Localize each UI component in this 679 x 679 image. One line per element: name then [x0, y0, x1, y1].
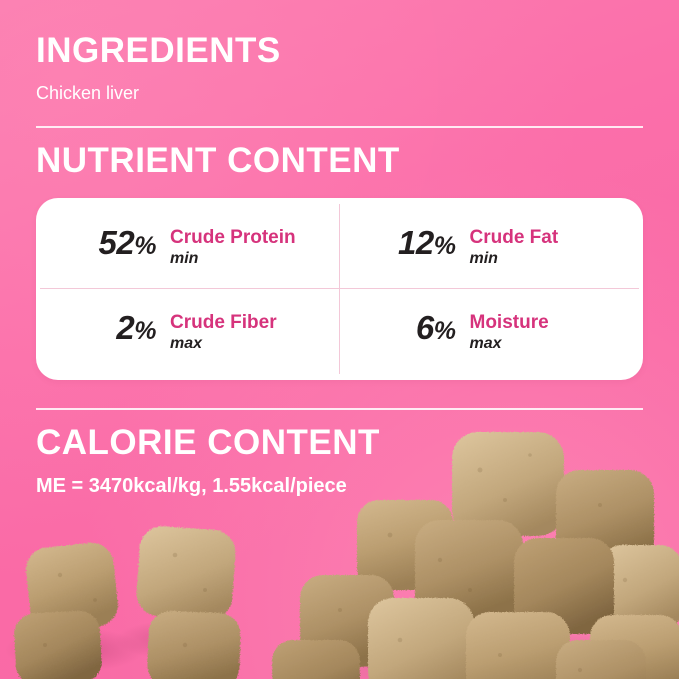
nutrient-value-moisture: 6% [360, 311, 470, 344]
nutrient-number-crude-fat: 12 [398, 224, 434, 261]
nutrient-content-card: 52% Crude Protein min 12% Crude Fat min … [36, 198, 643, 381]
percent-sign: % [433, 317, 456, 346]
nutrient-cell-moisture: 6% Moisture max [340, 289, 640, 374]
nutrient-qualifier-crude-protein: min [170, 249, 199, 267]
nutrient-value-crude-fat: 12% [360, 226, 470, 259]
divider-calorie [36, 408, 643, 411]
nutrient-value-crude-protein: 52% [60, 226, 170, 259]
percent-sign: % [433, 232, 456, 260]
nutrient-cell-crude-fat: 12% Crude Fat min [339, 204, 639, 290]
ingredients-heading: INGREDIENTS [36, 31, 281, 70]
calorie-content-heading: CALORIE CONTENT [36, 423, 380, 463]
nutrient-number-crude-protein: 52 [98, 224, 135, 261]
nutrient-labels-moisture: Moisture max [470, 311, 549, 353]
nutrient-labels-crude-fat: Crude Fat min [470, 226, 559, 268]
nutrient-qualifier-moisture: max [469, 335, 502, 353]
percent-sign: % [134, 232, 156, 260]
divider-ingredients [36, 125, 643, 128]
percent-sign: % [134, 317, 156, 346]
nutrient-number-moisture: 6 [415, 309, 434, 347]
nutrient-labels-crude-fiber: Crude Fiber max [170, 311, 277, 353]
nutrient-grid: 52% Crude Protein min 12% Crude Fat min … [40, 204, 640, 375]
nutrient-name-crude-fiber: Crude Fiber [170, 312, 277, 334]
nutrient-cell-crude-fiber: 2% Crude Fiber max [40, 289, 340, 375]
label-content: INGREDIENTS Chicken liver NUTRIENT CONTE… [36, 31, 643, 497]
nutrient-number-crude-fiber: 2 [116, 309, 135, 347]
nutrient-name-moisture: Moisture [469, 312, 549, 334]
nutrient-content-heading: NUTRIENT CONTENT [36, 140, 400, 180]
nutrient-qualifier-crude-fiber: max [170, 335, 203, 353]
nutrient-qualifier-crude-fat: min [469, 249, 498, 267]
nutrient-labels-crude-protein: Crude Protein min [170, 226, 296, 268]
nutrient-cell-crude-protein: 52% Crude Protein min [40, 204, 340, 290]
nutrient-name-crude-fat: Crude Fat [469, 227, 559, 248]
nutrient-name-crude-protein: Crude Protein [170, 227, 296, 248]
nutrient-value-crude-fiber: 2% [60, 311, 170, 344]
calorie-content-text: ME = 3470kcal/kg, 1.55kcal/piece [36, 474, 347, 497]
ingredients-text: Chicken liver [36, 82, 140, 103]
